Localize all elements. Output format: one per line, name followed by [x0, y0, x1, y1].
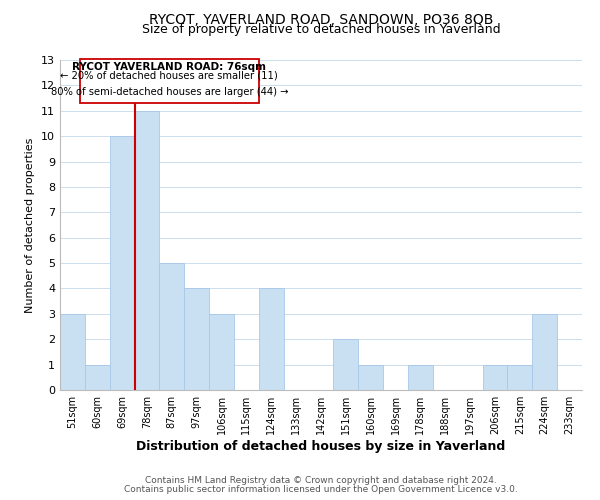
Text: Size of property relative to detached houses in Yaverland: Size of property relative to detached ho…: [142, 22, 500, 36]
Text: Contains HM Land Registry data © Crown copyright and database right 2024.: Contains HM Land Registry data © Crown c…: [145, 476, 497, 485]
Text: RYCOT, YAVERLAND ROAD, SANDOWN, PO36 8QB: RYCOT, YAVERLAND ROAD, SANDOWN, PO36 8QB: [149, 12, 493, 26]
X-axis label: Distribution of detached houses by size in Yaverland: Distribution of detached houses by size …: [136, 440, 506, 453]
Text: Contains public sector information licensed under the Open Government Licence v3: Contains public sector information licen…: [124, 485, 518, 494]
FancyBboxPatch shape: [80, 58, 259, 103]
Bar: [482, 364, 508, 390]
Bar: [184, 288, 209, 390]
Bar: [259, 288, 284, 390]
Text: 80% of semi-detached houses are larger (44) →: 80% of semi-detached houses are larger (…: [50, 88, 288, 98]
Bar: [334, 339, 358, 390]
Y-axis label: Number of detached properties: Number of detached properties: [25, 138, 35, 312]
Bar: [358, 364, 383, 390]
Bar: [134, 111, 160, 390]
Bar: [532, 314, 557, 390]
Bar: [110, 136, 134, 390]
Bar: [160, 263, 184, 390]
Text: RYCOT YAVERLAND ROAD: 76sqm: RYCOT YAVERLAND ROAD: 76sqm: [73, 62, 266, 72]
Bar: [408, 364, 433, 390]
Bar: [209, 314, 234, 390]
Text: ← 20% of detached houses are smaller (11): ← 20% of detached houses are smaller (11…: [61, 70, 278, 81]
Bar: [508, 364, 532, 390]
Bar: [60, 314, 85, 390]
Bar: [85, 364, 110, 390]
